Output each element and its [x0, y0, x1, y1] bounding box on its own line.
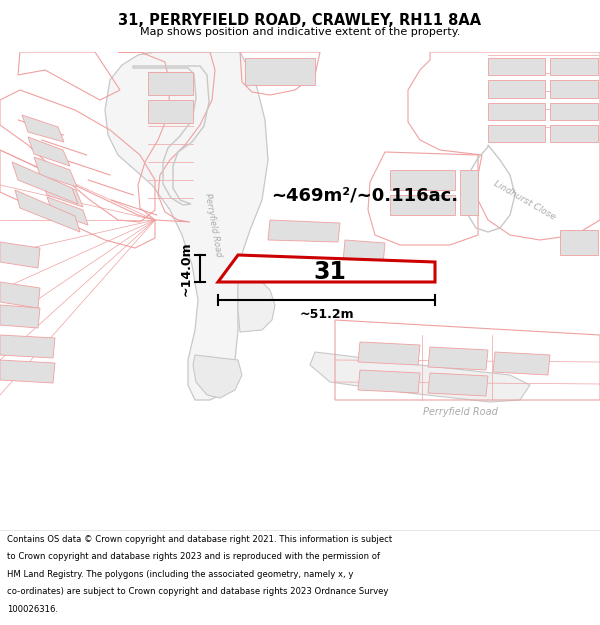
Polygon shape [40, 177, 83, 207]
Text: ~469m²/~0.116ac.: ~469m²/~0.116ac. [271, 186, 458, 204]
Text: Lindhurst Close: Lindhurst Close [493, 179, 557, 221]
Polygon shape [28, 137, 70, 166]
Polygon shape [550, 58, 598, 75]
Polygon shape [343, 240, 385, 265]
Polygon shape [268, 220, 340, 242]
Polygon shape [460, 170, 478, 215]
Polygon shape [105, 52, 268, 400]
Polygon shape [550, 80, 598, 98]
Text: 31, PERRYFIELD ROAD, CRAWLEY, RH11 8AA: 31, PERRYFIELD ROAD, CRAWLEY, RH11 8AA [118, 13, 482, 28]
Polygon shape [488, 125, 545, 142]
Polygon shape [488, 80, 545, 98]
Text: to Crown copyright and database rights 2023 and is reproduced with the permissio: to Crown copyright and database rights 2… [7, 552, 380, 561]
Polygon shape [193, 355, 242, 398]
Polygon shape [550, 103, 598, 120]
Polygon shape [34, 157, 77, 187]
Polygon shape [488, 58, 545, 75]
Text: Contains OS data © Crown copyright and database right 2021. This information is : Contains OS data © Crown copyright and d… [7, 535, 392, 544]
Polygon shape [428, 347, 488, 370]
Polygon shape [0, 242, 40, 268]
Polygon shape [493, 352, 550, 375]
Text: Map shows position and indicative extent of the property.: Map shows position and indicative extent… [140, 28, 460, 38]
Polygon shape [245, 58, 315, 85]
Polygon shape [238, 280, 275, 332]
Polygon shape [12, 162, 78, 204]
Text: ~51.2m: ~51.2m [299, 308, 354, 321]
Text: Perryfield Road: Perryfield Road [203, 192, 223, 258]
Polygon shape [310, 352, 530, 402]
Text: co-ordinates) are subject to Crown copyright and database rights 2023 Ordnance S: co-ordinates) are subject to Crown copyr… [7, 588, 389, 596]
Polygon shape [358, 342, 420, 365]
Polygon shape [390, 170, 455, 190]
Text: Perryfield Road: Perryfield Road [422, 407, 497, 417]
Text: ~14.0m: ~14.0m [180, 241, 193, 296]
Polygon shape [148, 100, 193, 123]
Text: 100026316.: 100026316. [7, 605, 58, 614]
Polygon shape [0, 335, 55, 358]
Text: 31: 31 [314, 260, 346, 284]
Polygon shape [560, 230, 598, 255]
Polygon shape [22, 115, 64, 142]
Polygon shape [148, 72, 193, 95]
Polygon shape [358, 370, 420, 393]
Polygon shape [0, 305, 40, 328]
Polygon shape [47, 197, 88, 225]
Polygon shape [550, 125, 598, 142]
Polygon shape [488, 103, 545, 120]
Polygon shape [428, 373, 488, 396]
Polygon shape [15, 190, 80, 232]
Polygon shape [218, 255, 435, 282]
Polygon shape [0, 282, 40, 308]
Polygon shape [0, 360, 55, 383]
Polygon shape [390, 195, 455, 215]
Text: HM Land Registry. The polygons (including the associated geometry, namely x, y: HM Land Registry. The polygons (includin… [7, 570, 353, 579]
